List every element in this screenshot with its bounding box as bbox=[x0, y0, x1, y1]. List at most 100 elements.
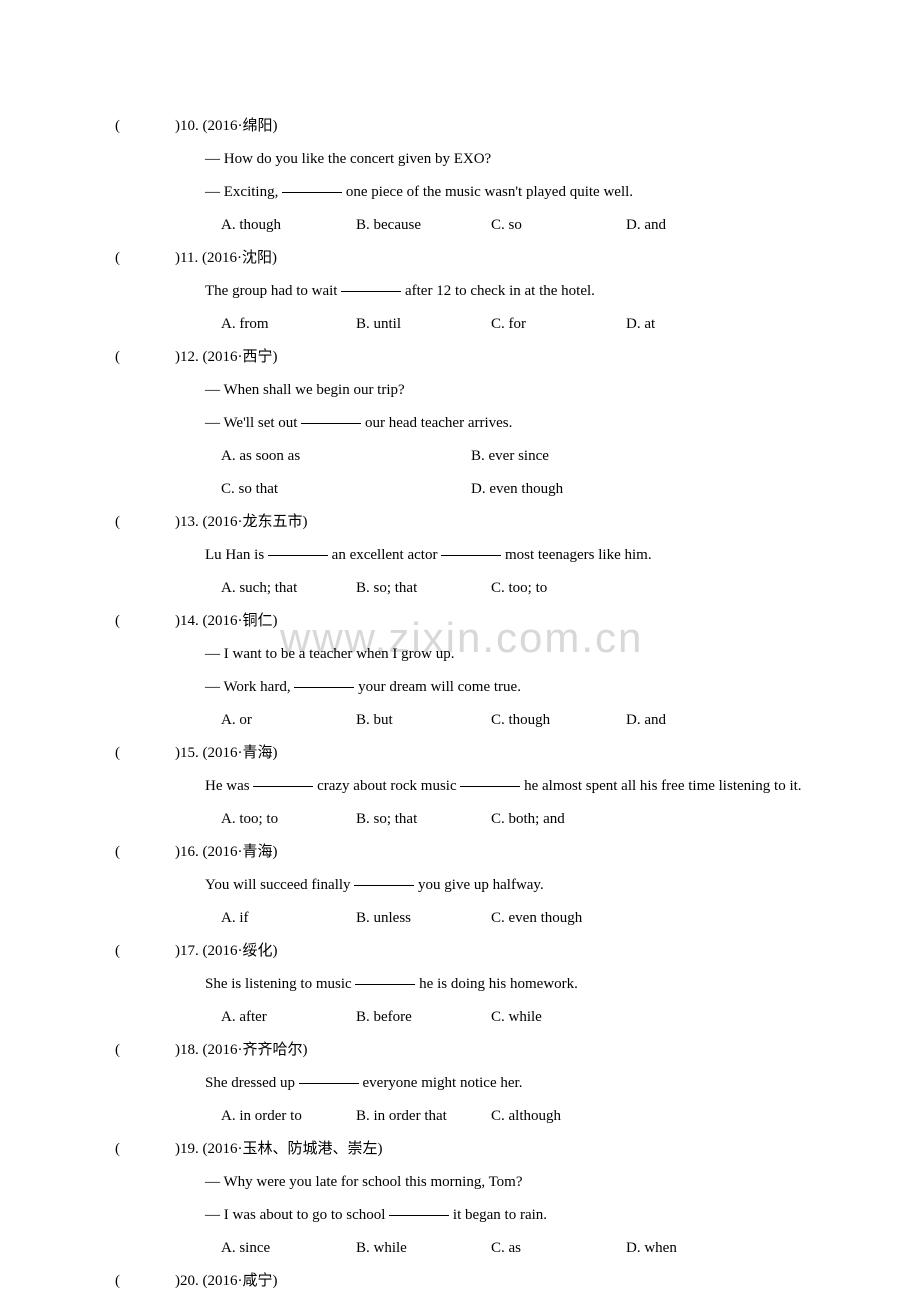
question-number: )12. (2016·西宁) bbox=[175, 341, 278, 374]
choice-option: C. as bbox=[491, 1232, 626, 1265]
choice-option: A. such; that bbox=[221, 572, 356, 605]
question-source: (2016·绵阳) bbox=[203, 118, 278, 134]
fill-blank bbox=[389, 1215, 449, 1216]
fill-blank bbox=[299, 1083, 359, 1084]
question-source: (2016·绥化) bbox=[203, 943, 278, 959]
choice-option: B. before bbox=[356, 1001, 491, 1034]
choice-option: B. while bbox=[356, 1232, 491, 1265]
choices-row: A. sinceB. whileC. asD. when bbox=[221, 1232, 805, 1265]
fill-blank bbox=[294, 687, 354, 688]
choice-option: A. if bbox=[221, 902, 356, 935]
answer-paren: ( bbox=[115, 605, 175, 638]
fill-blank bbox=[282, 192, 342, 193]
fill-blank bbox=[354, 885, 414, 886]
choice-option: B. so; that bbox=[356, 803, 491, 836]
question-header: ()16. (2016·青海) bbox=[115, 836, 805, 869]
choices-row: A. orB. butC. thoughD. and bbox=[221, 704, 805, 737]
question-num-text: 10. bbox=[180, 118, 203, 134]
choice-option: C. too; to bbox=[491, 572, 626, 605]
question-num-text: 11. bbox=[180, 250, 202, 266]
question-line: — We'll set out our head teacher arrives… bbox=[205, 407, 805, 440]
question-line: — I was about to go to school it began t… bbox=[205, 1199, 805, 1232]
choice-option: D. and bbox=[626, 209, 761, 242]
choice-option: B. until bbox=[356, 308, 491, 341]
question-num-text: 13. bbox=[180, 514, 203, 530]
question-line: He was crazy about rock music he almost … bbox=[205, 770, 805, 803]
question-header: ()10. (2016·绵阳) bbox=[115, 110, 805, 143]
choice-option: B. because bbox=[356, 209, 491, 242]
answer-paren: ( bbox=[115, 1265, 175, 1298]
question-line: Lu Han is an excellent actor most teenag… bbox=[205, 539, 805, 572]
question-source: (2016·青海) bbox=[203, 745, 278, 761]
answer-paren: ( bbox=[115, 935, 175, 968]
question-number: )10. (2016·绵阳) bbox=[175, 110, 278, 143]
question-source: (2016·青海) bbox=[203, 844, 278, 860]
question-num-text: 15. bbox=[180, 745, 203, 761]
choice-option: A. since bbox=[221, 1232, 356, 1265]
choice-option: C. for bbox=[491, 308, 626, 341]
question-number: )16. (2016·青海) bbox=[175, 836, 278, 869]
choice-option: A. as soon as bbox=[221, 440, 471, 473]
question-source: (2016·西宁) bbox=[203, 349, 278, 365]
fill-blank bbox=[460, 786, 520, 787]
question-num-text: 12. bbox=[180, 349, 203, 365]
question-num-text: 18. bbox=[180, 1042, 203, 1058]
choice-option: A. or bbox=[221, 704, 356, 737]
question-line: You will succeed finally you give up hal… bbox=[205, 869, 805, 902]
question-line: — When shall we begin our trip? bbox=[205, 374, 805, 407]
choice-option: B. unless bbox=[356, 902, 491, 935]
question-num-text: 20. bbox=[180, 1273, 203, 1289]
question-number: )18. (2016·齐齐哈尔) bbox=[175, 1034, 308, 1067]
answer-paren: ( bbox=[115, 1034, 175, 1067]
choices-row: A. thoughB. becauseC. soD. and bbox=[221, 209, 805, 242]
choice-option: A. too; to bbox=[221, 803, 356, 836]
choice-option: D. when bbox=[626, 1232, 761, 1265]
choice-option: D. and bbox=[626, 704, 761, 737]
choice-option: C. while bbox=[491, 1001, 626, 1034]
choice-option: B. but bbox=[356, 704, 491, 737]
question-num-text: 17. bbox=[180, 943, 203, 959]
question-num-text: 19. bbox=[180, 1141, 203, 1157]
question-line: — Work hard, your dream will come true. bbox=[205, 671, 805, 704]
answer-paren: ( bbox=[115, 110, 175, 143]
answer-paren: ( bbox=[115, 341, 175, 374]
question-header: ()20. (2016·咸宁) bbox=[115, 1265, 805, 1298]
choices-row: A. in order toB. in order thatC. althoug… bbox=[221, 1100, 805, 1133]
choice-option: C. so bbox=[491, 209, 626, 242]
choices-row: A. as soon asB. ever since bbox=[221, 440, 805, 473]
question-source: (2016·咸宁) bbox=[203, 1273, 278, 1289]
choice-option: C. though bbox=[491, 704, 626, 737]
question-line: — How do you like the concert given by E… bbox=[205, 143, 805, 176]
question-line: She is listening to music he is doing hi… bbox=[205, 968, 805, 1001]
question-source: (2016·铜仁) bbox=[203, 613, 278, 629]
question-header: ()12. (2016·西宁) bbox=[115, 341, 805, 374]
question-num-text: 16. bbox=[180, 844, 203, 860]
question-number: )15. (2016·青海) bbox=[175, 737, 278, 770]
question-number: )13. (2016·龙东五市) bbox=[175, 506, 308, 539]
fill-blank bbox=[355, 984, 415, 985]
answer-paren: ( bbox=[115, 737, 175, 770]
choice-option: A. from bbox=[221, 308, 356, 341]
question-number: )19. (2016·玉林、防城港、崇左) bbox=[175, 1133, 383, 1166]
question-number: )14. (2016·铜仁) bbox=[175, 605, 278, 638]
choice-option: B. so; that bbox=[356, 572, 491, 605]
choice-option: A. after bbox=[221, 1001, 356, 1034]
choices-row: A. afterB. beforeC. while bbox=[221, 1001, 805, 1034]
choice-option: C. even though bbox=[491, 902, 626, 935]
choice-option: C. although bbox=[491, 1100, 626, 1133]
question-source: (2016·玉林、防城港、崇左) bbox=[203, 1141, 383, 1157]
answer-paren: ( bbox=[115, 1133, 175, 1166]
fill-blank bbox=[301, 423, 361, 424]
fill-blank bbox=[268, 555, 328, 556]
choices-row: A. ifB. unlessC. even though bbox=[221, 902, 805, 935]
question-number: )20. (2016·咸宁) bbox=[175, 1265, 278, 1298]
question-source: (2016·龙东五市) bbox=[203, 514, 308, 530]
question-num-text: 14. bbox=[180, 613, 203, 629]
choice-option: A. in order to bbox=[221, 1100, 356, 1133]
question-header: ()17. (2016·绥化) bbox=[115, 935, 805, 968]
choices-row: A. such; thatB. so; thatC. too; to bbox=[221, 572, 805, 605]
fill-blank bbox=[253, 786, 313, 787]
question-source: (2016·齐齐哈尔) bbox=[203, 1042, 308, 1058]
question-line: The group had to wait after 12 to check … bbox=[205, 275, 805, 308]
question-header: ()18. (2016·齐齐哈尔) bbox=[115, 1034, 805, 1067]
